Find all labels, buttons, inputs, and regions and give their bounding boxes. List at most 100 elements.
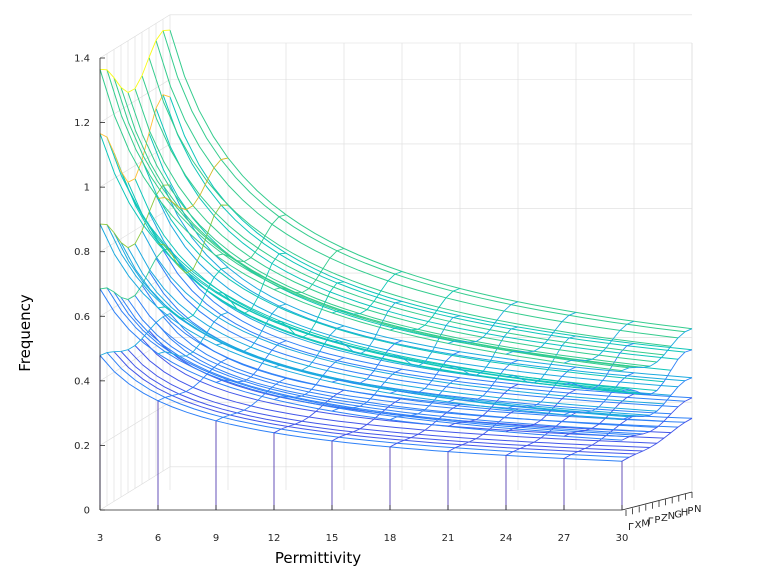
band-5-curve bbox=[99, 69, 623, 372]
band-5-curve bbox=[134, 88, 658, 363]
y-tick-label: 0.8 bbox=[74, 247, 90, 258]
band-3-curve bbox=[120, 242, 644, 417]
band-2-curve bbox=[113, 291, 637, 436]
x-tick-label: 3 bbox=[97, 533, 103, 544]
band-1-curve bbox=[113, 351, 637, 455]
band-2-kline bbox=[331, 368, 403, 412]
band-4-kline bbox=[273, 281, 345, 339]
band-3-kline bbox=[621, 377, 693, 421]
band-5-curve bbox=[155, 40, 679, 339]
band-2-kline bbox=[621, 397, 693, 441]
band-5-kline bbox=[157, 157, 229, 211]
band-2-curve bbox=[120, 297, 644, 435]
band-1-kline bbox=[157, 357, 229, 402]
band-5-curve bbox=[127, 92, 651, 367]
z-tick-label: N bbox=[694, 504, 701, 515]
band-2-kline bbox=[389, 377, 461, 421]
band-2-curve bbox=[127, 299, 651, 433]
band-5-kline bbox=[447, 301, 519, 344]
band-4-kline bbox=[331, 300, 403, 355]
y-tick-label: 0 bbox=[84, 506, 90, 517]
band-5-curve bbox=[120, 87, 644, 368]
band-4-kline bbox=[99, 94, 171, 183]
band-4-kline bbox=[447, 326, 519, 376]
band-4-kline bbox=[621, 349, 693, 396]
mesh-layer bbox=[99, 29, 693, 510]
band-1-curve bbox=[148, 330, 672, 434]
band-1-kline bbox=[563, 415, 635, 459]
band-2-curve bbox=[134, 295, 658, 428]
z-tick-label: Γ bbox=[648, 517, 654, 528]
band-2-curve bbox=[155, 258, 679, 408]
band-3-curve bbox=[169, 184, 693, 379]
band-1-kline bbox=[447, 408, 519, 452]
band-1-kline bbox=[215, 377, 287, 422]
band-1-curve bbox=[134, 345, 658, 444]
band-3-kline bbox=[215, 303, 287, 352]
band-5-kline bbox=[389, 288, 461, 331]
band-3-curve bbox=[162, 184, 686, 382]
band-3-kline bbox=[331, 340, 403, 384]
band-5-kline bbox=[563, 320, 635, 364]
band-4-kline bbox=[157, 204, 229, 274]
band-2-kline bbox=[447, 383, 519, 427]
y-tick-label: 0.6 bbox=[74, 312, 90, 323]
band-3-kline bbox=[273, 325, 345, 371]
band-1-kline bbox=[273, 389, 345, 434]
band-1-kline bbox=[621, 417, 693, 462]
z-tick-label: P bbox=[687, 506, 693, 517]
band-1-kline bbox=[505, 412, 577, 456]
band-2-curve bbox=[99, 288, 623, 441]
x-tick-label: 15 bbox=[326, 533, 339, 544]
band-2-kline bbox=[157, 311, 229, 357]
y-tick-label: 0.4 bbox=[74, 376, 90, 387]
band-4-curve bbox=[141, 160, 665, 383]
band-1-kline bbox=[99, 313, 171, 356]
z-tick-label: G bbox=[674, 509, 682, 520]
z-tick-label: X bbox=[635, 520, 642, 531]
band-3-kline bbox=[563, 372, 635, 416]
band-1-kline bbox=[389, 403, 461, 448]
x-tick-label: 12 bbox=[268, 533, 281, 544]
x-axis-title: Permittivity bbox=[275, 549, 361, 567]
band-3-kline bbox=[389, 351, 461, 394]
band-3-kline bbox=[157, 267, 229, 320]
y-axis-title: Frequency bbox=[16, 294, 34, 372]
band-5-kline bbox=[505, 311, 577, 355]
y-tick-label: 1.4 bbox=[74, 54, 90, 65]
y-tick-label: 1.2 bbox=[74, 118, 90, 129]
band-4-curve bbox=[113, 152, 637, 392]
band-2-kline bbox=[99, 248, 171, 300]
band-4-curve bbox=[127, 182, 651, 396]
band-3-curve bbox=[141, 230, 665, 405]
x-tick-label: 6 bbox=[155, 533, 161, 544]
band-3-curve bbox=[99, 223, 623, 421]
axis-layer: 3 6 9 12 15 18 21 24 27 30 0 0.2 0.4 0.6 0.8 1 1.2 1.4 Γ X M… bbox=[74, 54, 701, 545]
band-4-kline bbox=[389, 315, 461, 367]
x-tick-label: 27 bbox=[558, 533, 571, 544]
x-tick-label: 18 bbox=[384, 533, 397, 544]
band-5-curve bbox=[169, 29, 693, 330]
band-5-kline bbox=[99, 29, 171, 94]
z-tick-label: N bbox=[668, 511, 675, 522]
band-4-kline bbox=[505, 335, 577, 384]
band-3-kline bbox=[505, 366, 577, 410]
z-tick-label: H bbox=[681, 508, 689, 519]
z-tick-label: Z bbox=[661, 513, 668, 524]
band-5-curve bbox=[148, 57, 672, 347]
band-5-kline bbox=[215, 214, 287, 263]
band-3-kline bbox=[99, 184, 171, 249]
z-axis-line bbox=[621, 491, 693, 511]
x-tick-label: 21 bbox=[442, 533, 455, 544]
band-4-curve bbox=[169, 96, 693, 351]
y-tick-label: 0.2 bbox=[74, 441, 90, 452]
z-tick-label: P bbox=[654, 515, 660, 526]
band-3-curve bbox=[113, 232, 637, 417]
band-5-curve bbox=[141, 75, 665, 356]
grid-layer bbox=[99, 14, 693, 511]
band-5-kline bbox=[331, 271, 403, 315]
band-2-curve bbox=[162, 249, 686, 402]
band-3-curve bbox=[127, 247, 651, 416]
band-5-curve bbox=[106, 69, 630, 369]
band-5-curve bbox=[162, 30, 686, 333]
